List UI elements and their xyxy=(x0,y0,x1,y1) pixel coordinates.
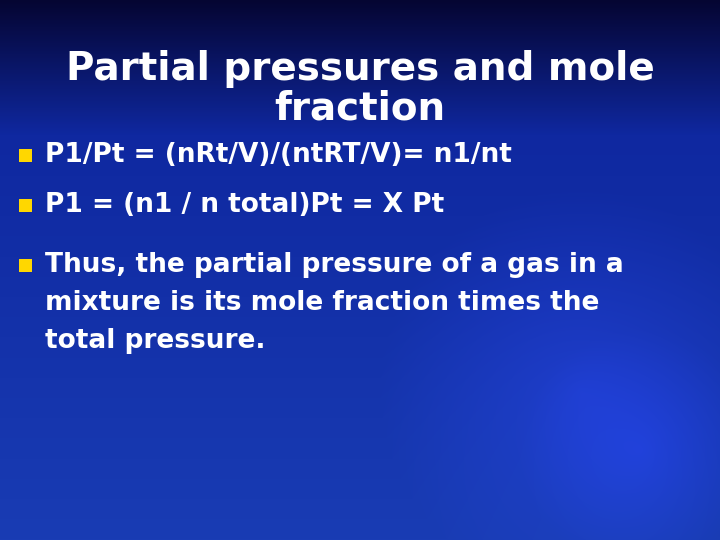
Text: Thus, the partial pressure of a gas in a: Thus, the partial pressure of a gas in a xyxy=(45,252,624,278)
Text: mixture is its mole fraction times the: mixture is its mole fraction times the xyxy=(45,290,599,316)
Text: fraction: fraction xyxy=(274,90,446,128)
Text: P1/Pt = (nRt/V)/(ntRT/V)= n1/nt: P1/Pt = (nRt/V)/(ntRT/V)= n1/nt xyxy=(45,142,512,168)
Text: total pressure.: total pressure. xyxy=(45,328,266,354)
Text: Partial pressures and mole: Partial pressures and mole xyxy=(66,50,654,88)
Bar xyxy=(19,259,32,272)
Bar xyxy=(19,199,32,212)
Bar xyxy=(19,148,32,161)
Text: P1 = (n1 / n total)Pt = X Pt: P1 = (n1 / n total)Pt = X Pt xyxy=(45,192,444,218)
